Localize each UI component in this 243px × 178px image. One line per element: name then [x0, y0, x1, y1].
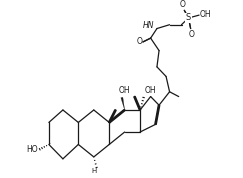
Text: O: O	[188, 30, 194, 40]
Polygon shape	[134, 96, 141, 110]
Text: HO: HO	[27, 145, 38, 154]
Text: S: S	[186, 14, 191, 22]
Polygon shape	[109, 110, 116, 123]
Text: HN: HN	[143, 21, 154, 30]
Polygon shape	[109, 109, 125, 123]
Text: OH: OH	[118, 86, 130, 95]
Text: O: O	[136, 37, 142, 46]
Text: OH: OH	[200, 10, 211, 19]
Text: ″: ″	[49, 142, 51, 147]
Polygon shape	[155, 105, 160, 124]
Text: O: O	[180, 0, 186, 9]
Text: OH: OH	[145, 86, 157, 95]
Text: H: H	[91, 168, 96, 174]
Polygon shape	[121, 97, 125, 110]
